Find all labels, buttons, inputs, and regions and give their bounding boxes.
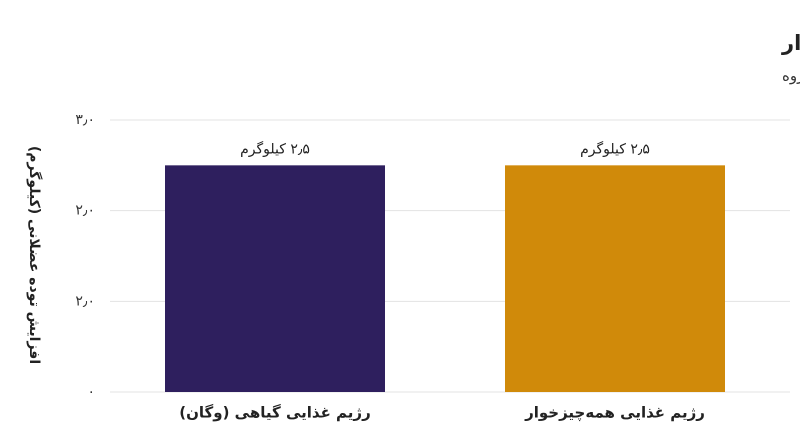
chart-subtitle: نتایج یکسان پس از ۱۲ هفته: +۲٫۵ کیلوگرم … — [782, 67, 800, 86]
x-tick-label: رژیم غذایی گیاهی (وگان) — [179, 404, 370, 422]
y-tick-label: ۲٫۰ — [75, 203, 95, 219]
y-axis-label: افزایش توده عضلانی (کیلوگرم) — [26, 146, 43, 364]
y-tick-label: ۲٫۰ — [75, 293, 95, 309]
x-tick-label: رژیم غذایی همه‌چیزخوار — [524, 404, 705, 423]
data-label: ۲٫۵ کیلوگرم — [580, 140, 650, 157]
bar — [165, 165, 385, 392]
chart-title: افزایش توده عضلانی طی ۱۲ هفته: رژیم غذای… — [781, 30, 800, 55]
data-label: ۲٫۵ کیلوگرم — [240, 140, 310, 157]
y-tick-label: ۳٫۰ — [75, 112, 95, 128]
bar — [505, 165, 725, 392]
y-tick-label: ۰ — [87, 384, 95, 400]
